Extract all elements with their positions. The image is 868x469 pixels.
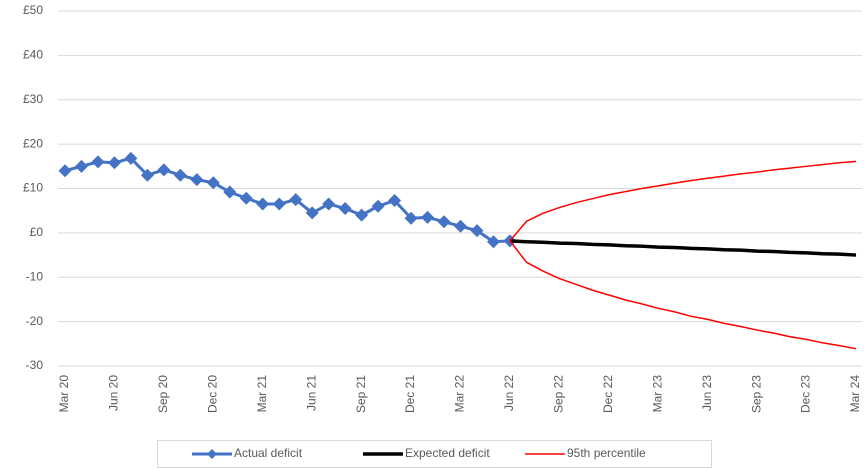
series-line [509,240,857,350]
marker [355,208,369,222]
x-tick-label: Sep 23 [749,375,763,413]
y-tick-label: £10 [23,181,43,195]
legend-label: Actual deficit [234,446,303,460]
y-tick-label: £0 [30,225,44,239]
x-tick-label: Mar 24 [848,375,862,413]
y-tick-label: £30 [23,92,43,106]
marker [421,210,435,224]
legend-marker [207,449,217,459]
x-tick-label: Jun 23 [700,375,714,411]
x-tick-label: Sep 22 [552,375,566,413]
marker [58,164,72,178]
marker [371,199,385,213]
y-tick-label: -20 [26,314,44,328]
x-tick-label: Mar 23 [650,375,664,413]
marker [239,191,253,205]
y-tick-label: -10 [26,269,44,283]
marker [404,211,418,225]
marker [289,193,303,207]
x-tick-label: Mar 22 [453,375,467,413]
marker [190,173,204,187]
marker [454,219,467,233]
marker [140,168,154,182]
marker [322,197,336,211]
x-tick-label: Sep 20 [156,375,170,413]
x-tick-label: Jun 22 [502,375,516,411]
x-tick-label: Jun 21 [304,375,318,411]
series-line [509,160,857,242]
marker [91,155,105,169]
y-tick-label: £50 [23,3,43,17]
legend-box [157,440,712,468]
x-tick-label: Mar 20 [57,375,71,413]
marker [470,224,484,238]
x-tick-label: Dec 21 [403,375,417,413]
marker [437,215,451,229]
marker [338,201,352,215]
x-tick-label: Dec 20 [205,375,219,413]
marker [157,163,171,177]
marker [74,159,88,173]
y-tick-label: £20 [23,136,43,150]
marker [124,151,138,165]
x-tick-label: Jun 20 [107,375,121,411]
marker [388,193,402,207]
legend-label: 95th percentile [567,446,646,460]
marker [107,156,121,170]
marker [173,168,187,182]
marker [256,197,270,211]
marker [206,176,220,190]
marker [486,235,500,249]
x-tick-label: Dec 22 [601,375,615,413]
legend-label: Expected deficit [405,446,490,460]
y-tick-label: £40 [23,48,43,62]
x-tick-label: Mar 21 [255,375,269,413]
y-tick-label: -30 [26,358,44,372]
series-line [64,156,511,244]
marker [305,206,319,220]
x-tick-label: Sep 21 [354,375,368,413]
marker [272,197,286,211]
x-tick-label: Dec 23 [799,375,813,413]
marker [223,185,237,199]
series-line [509,239,857,257]
